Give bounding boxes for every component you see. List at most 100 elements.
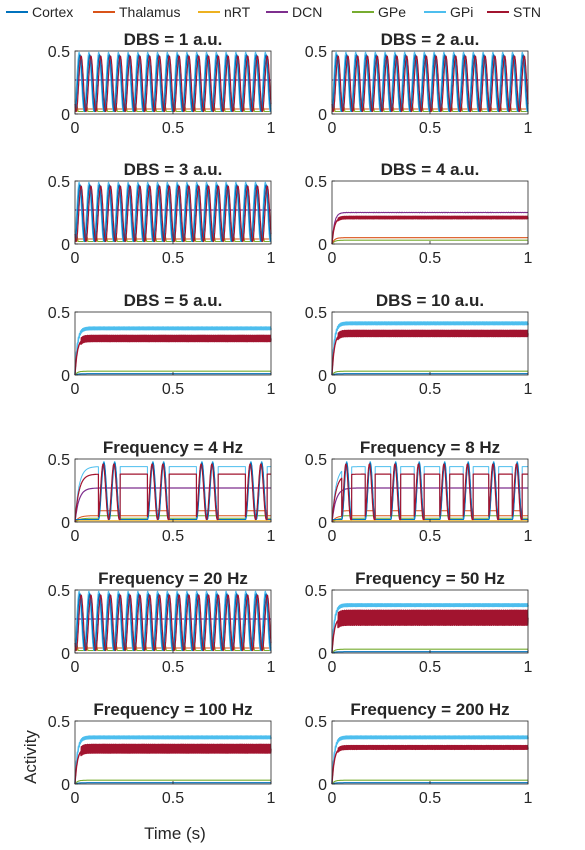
x-tick-label: 1: [267, 120, 276, 137]
y-tick-label: 0.5: [48, 583, 70, 600]
axes: 0 0.5 1 0 0.5: [305, 44, 533, 137]
x-tick-label: 0.5: [419, 120, 441, 137]
legend: Cortex Thalamus nRT DCN GPe GPi STN: [6, 4, 541, 20]
legend-label: nRT: [224, 4, 251, 20]
axes: 0 0.5 1 0 0.5: [305, 305, 533, 398]
series-line-gpe: [74, 370, 271, 376]
panel-title: DBS = 1 a.u.: [124, 30, 223, 49]
legend-label: GPi: [450, 4, 473, 20]
legend-entry-cortex: Cortex: [6, 4, 73, 20]
panel-frequency-50-hz: Frequency = 50 Hz 0 0.5 1 0 0.5: [305, 569, 533, 676]
y-tick-label: 0: [61, 646, 70, 663]
axes: 0 0.5 1 0 0.5: [305, 174, 533, 267]
x-tick-label: 1: [524, 790, 533, 807]
y-tick-label: 0.5: [48, 452, 70, 469]
panel-title: Frequency = 4 Hz: [103, 438, 243, 457]
series-line-gpi: [331, 735, 529, 785]
series-line-stn: [331, 215, 529, 245]
legend-entry-nrt: nRT: [198, 4, 251, 20]
series-line-stn: [331, 463, 529, 523]
plot-area: [332, 721, 528, 784]
legend-label: STN: [513, 4, 541, 20]
y-tick-label: 0.5: [48, 44, 70, 61]
series-line-gpe: [331, 515, 529, 523]
panel-title: DBS = 3 a.u.: [124, 160, 223, 179]
x-tick-label: 1: [524, 659, 533, 676]
series-line-dcn: [331, 211, 528, 245]
legend-label: GPe: [378, 4, 406, 20]
panel-title: Frequency = 20 Hz: [98, 569, 248, 588]
x-tick-label: 0: [71, 381, 80, 398]
axes: 0 0.5 1 0 0.5: [48, 452, 276, 545]
legend-entry-thalamus: Thalamus: [93, 4, 180, 20]
x-axis-label: Time (s): [144, 824, 206, 843]
y-tick-label: 0: [61, 237, 70, 254]
series-line-thalamus: [331, 510, 529, 523]
series-line-gpi: [331, 321, 529, 376]
series-line-stn: [74, 743, 272, 785]
x-tick-label: 1: [524, 381, 533, 398]
x-tick-label: 0: [328, 659, 337, 676]
series-line-stn: [74, 594, 272, 652]
x-tick-label: 1: [524, 120, 533, 137]
panel-frequency-200-hz: Frequency = 200 Hz 0 0.5 1 0 0.5: [305, 700, 533, 807]
y-tick-label: 0: [61, 368, 70, 385]
panel-title: Frequency = 200 Hz: [350, 700, 509, 719]
legend-entry-gpe: GPe: [352, 4, 406, 20]
panel-title: Frequency = 8 Hz: [360, 438, 500, 457]
axes: 0 0.5 1 0 0.5: [305, 714, 533, 807]
legend-label: Thalamus: [119, 4, 180, 20]
x-tick-label: 0.5: [162, 381, 184, 398]
panel-dbs-10-a-u: DBS = 10 a.u. 0 0.5 1 0 0.5: [305, 291, 533, 398]
y-axis-label: Activity: [21, 730, 40, 784]
y-tick-label: 0: [318, 515, 327, 532]
traces: [74, 51, 272, 113]
series-line-gpe: [331, 370, 528, 376]
series-line-gpi: [74, 326, 272, 376]
series-line-stn: [74, 334, 272, 376]
traces: [331, 211, 529, 245]
x-tick-label: 0.5: [162, 659, 184, 676]
x-tick-label: 1: [267, 381, 276, 398]
legend-label: DCN: [292, 4, 322, 20]
x-tick-label: 0: [71, 528, 80, 545]
axes: 0 0.5 1 0 0.5: [48, 305, 276, 398]
y-tick-label: 0.5: [305, 305, 327, 322]
y-tick-label: 0: [318, 368, 327, 385]
y-tick-label: 0.5: [305, 174, 327, 191]
y-tick-label: 0.5: [305, 714, 327, 731]
x-tick-label: 0: [328, 250, 337, 267]
y-tick-label: 0.5: [48, 174, 70, 191]
axes: 0 0.5 1 0 0.5: [305, 583, 533, 676]
panel-dbs-4-a-u: DBS = 4 a.u. 0 0.5 1 0 0.5: [305, 160, 533, 267]
series-line-stn: [74, 185, 272, 243]
series-line-thalamus: [331, 237, 528, 245]
y-tick-label: 0: [61, 107, 70, 124]
x-tick-label: 0.5: [162, 790, 184, 807]
x-tick-label: 0.5: [419, 659, 441, 676]
legend-entry-stn: STN: [487, 4, 541, 20]
panel-dbs-2-a-u: DBS = 2 a.u. 0 0.5 1 0 0.5: [305, 30, 533, 137]
series-line-gpe: [331, 239, 528, 245]
x-tick-label: 0: [328, 528, 337, 545]
x-tick-label: 0: [71, 790, 80, 807]
x-tick-label: 0.5: [419, 528, 441, 545]
x-tick-label: 0: [71, 659, 80, 676]
y-tick-label: 0.5: [48, 714, 70, 731]
axes: 0 0.5 1 0 0.5: [48, 174, 276, 267]
x-tick-label: 0: [328, 381, 337, 398]
axes: 0 0.5 1 0 0.5: [48, 44, 276, 137]
y-tick-label: 0.5: [48, 305, 70, 322]
axes: 0 0.5 1 0 0.5: [48, 714, 276, 807]
y-tick-label: 0: [318, 107, 327, 124]
series-line-gpe: [331, 779, 528, 785]
axes: 0 0.5 1 0 0.5: [48, 583, 276, 676]
x-tick-label: 0.5: [419, 381, 441, 398]
x-tick-label: 0: [328, 120, 337, 137]
y-tick-label: 0: [61, 777, 70, 794]
x-tick-label: 1: [267, 659, 276, 676]
y-tick-label: 0: [318, 237, 327, 254]
panel-frequency-20-hz: Frequency = 20 Hz 0 0.5 1 0 0.5: [48, 569, 276, 676]
